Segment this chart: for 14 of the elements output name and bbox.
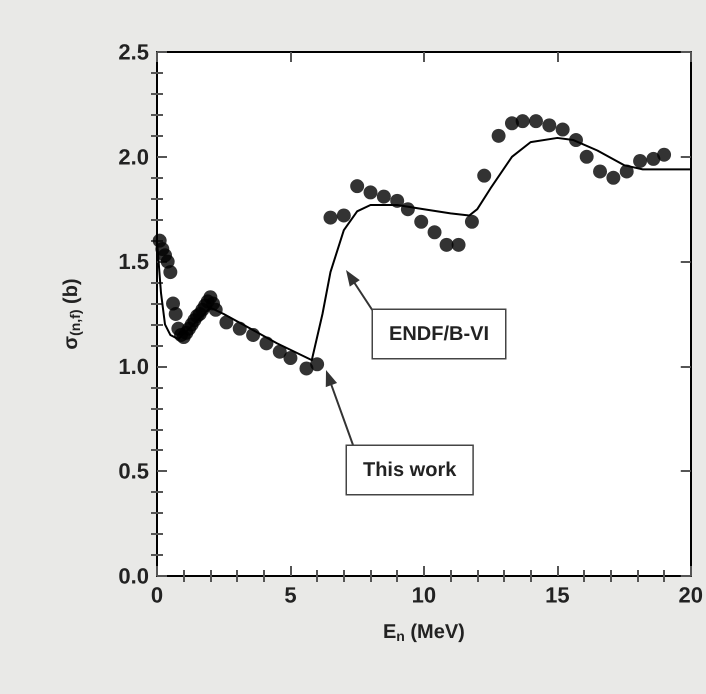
x-tick-label: 15 — [545, 582, 570, 608]
y-tick-label: 0.5 — [118, 458, 149, 484]
x-tick-label: 0 — [150, 582, 164, 608]
y-axis-title: σ(n,f) (b) — [60, 278, 83, 350]
y-tick-label: 1.0 — [118, 354, 149, 379]
y-tick-label: 2.0 — [118, 144, 149, 170]
x-tick-label: 20 — [678, 582, 704, 608]
y-tick-label: 1.5 — [118, 249, 149, 274]
y-tick-label: 2.5 — [118, 40, 149, 64]
annotation: This work — [363, 459, 458, 481]
x-tick-label: 10 — [412, 582, 436, 608]
y-tick-label: 0.0 — [118, 564, 149, 588]
annotation: ENDF/B-VI — [389, 323, 489, 345]
x-tick-label: 5 — [284, 582, 297, 608]
